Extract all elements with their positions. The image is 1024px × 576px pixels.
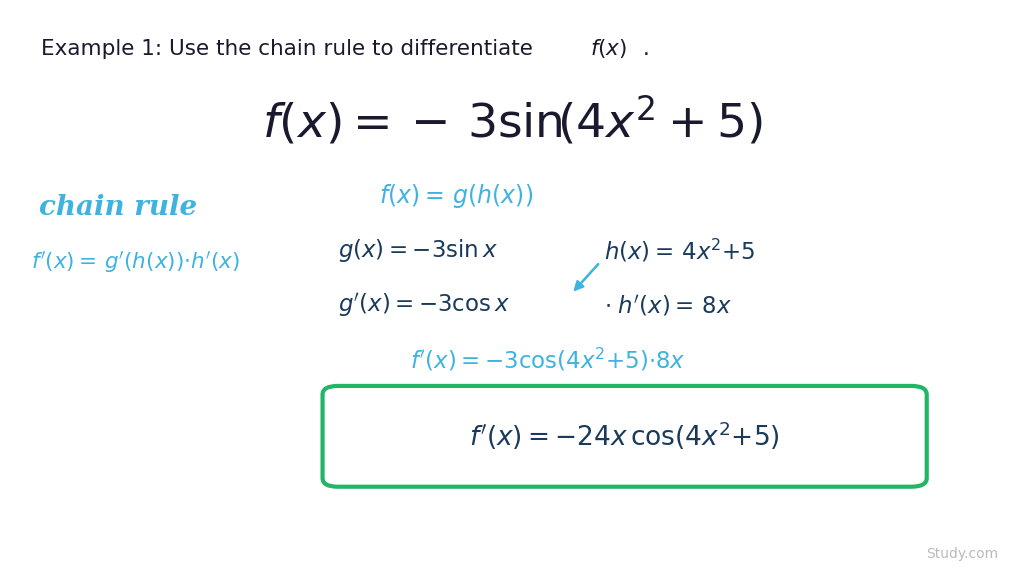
Text: $f(x){=}\,g(h(x))$: $f(x){=}\,g(h(x))$ (379, 182, 534, 210)
Text: .: . (643, 39, 650, 59)
Text: $h(x){=}\,4x^2{+}5$: $h(x){=}\,4x^2{+}5$ (604, 237, 756, 264)
Text: $f'(x){=}\,g'(h(x)){\cdot}h'(x)$: $f'(x){=}\,g'(h(x)){\cdot}h'(x)$ (31, 249, 240, 275)
Text: Study.com: Study.com (927, 547, 998, 561)
FancyBboxPatch shape (323, 386, 927, 487)
Text: $f'(x){=}{-}24x\,\mathrm{cos}(4x^2{+}5)$: $f'(x){=}{-}24x\,\mathrm{cos}(4x^2{+}5)$ (469, 419, 780, 452)
Text: $f'(x){=}{-}3\mathrm{cos}(4x^2{+}5){\cdot}8x$: $f'(x){=}{-}3\mathrm{cos}(4x^2{+}5){\cdo… (410, 346, 685, 374)
Text: Example 1: Use the chain rule to differentiate: Example 1: Use the chain rule to differe… (41, 39, 540, 59)
Text: $g(x){=}{-}3\mathrm{sin}\,x$: $g(x){=}{-}3\mathrm{sin}\,x$ (338, 237, 498, 264)
Text: chain rule: chain rule (39, 194, 197, 221)
Text: $f(x) = -\,3\mathrm{sin}\!\left(4x^2+5\right)$: $f(x) = -\,3\mathrm{sin}\!\left(4x^2+5\r… (262, 94, 762, 147)
Text: ${\cdot}\;h'(x){=}\,8x$: ${\cdot}\;h'(x){=}\,8x$ (604, 294, 732, 319)
Text: $g'(x){=}{-}3\mathrm{cos}\,x$: $g'(x){=}{-}3\mathrm{cos}\,x$ (338, 293, 510, 320)
Text: $f(x)$: $f(x)$ (590, 37, 627, 60)
